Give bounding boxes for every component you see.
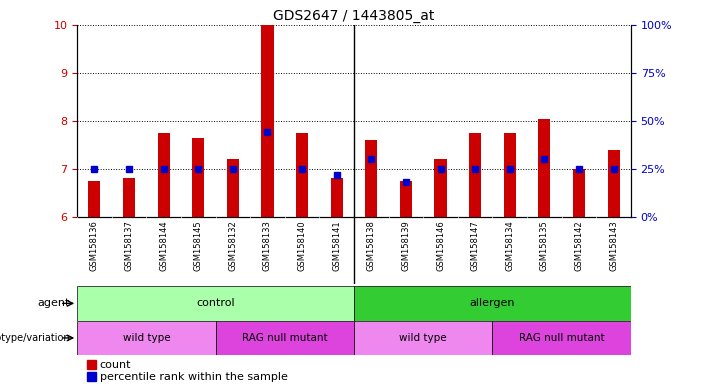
Bar xyxy=(261,25,273,217)
Bar xyxy=(573,169,585,217)
Bar xyxy=(88,360,96,369)
Bar xyxy=(296,133,308,217)
Text: GSM158135: GSM158135 xyxy=(540,220,549,271)
Bar xyxy=(400,181,412,217)
FancyBboxPatch shape xyxy=(492,321,631,355)
Text: GSM158145: GSM158145 xyxy=(193,220,203,271)
Text: GSM158138: GSM158138 xyxy=(367,220,376,271)
Title: GDS2647 / 1443805_at: GDS2647 / 1443805_at xyxy=(273,8,435,23)
Bar xyxy=(88,181,100,217)
Bar xyxy=(331,178,343,217)
FancyBboxPatch shape xyxy=(216,321,354,355)
Text: GSM158137: GSM158137 xyxy=(125,220,133,271)
Bar xyxy=(88,372,96,381)
Text: GSM158141: GSM158141 xyxy=(332,220,341,271)
Text: GSM158139: GSM158139 xyxy=(402,220,410,271)
FancyBboxPatch shape xyxy=(77,321,216,355)
Text: GSM158142: GSM158142 xyxy=(575,220,583,271)
Text: percentile rank within the sample: percentile rank within the sample xyxy=(100,372,287,382)
Bar xyxy=(608,150,620,217)
FancyBboxPatch shape xyxy=(77,286,354,321)
FancyBboxPatch shape xyxy=(354,286,631,321)
Bar xyxy=(192,138,204,217)
Text: RAG null mutant: RAG null mutant xyxy=(519,333,604,343)
Text: RAG null mutant: RAG null mutant xyxy=(242,333,327,343)
Text: GSM158132: GSM158132 xyxy=(229,220,238,271)
Bar xyxy=(227,159,239,217)
Bar xyxy=(365,140,377,217)
Text: GSM158143: GSM158143 xyxy=(609,220,618,271)
Text: GSM158136: GSM158136 xyxy=(90,220,99,271)
Text: count: count xyxy=(100,359,131,369)
FancyBboxPatch shape xyxy=(354,321,492,355)
Bar xyxy=(469,133,481,217)
Text: genotype/variation: genotype/variation xyxy=(0,333,70,343)
Text: GSM158144: GSM158144 xyxy=(159,220,168,271)
Text: GSM158133: GSM158133 xyxy=(263,220,272,271)
Text: GSM158147: GSM158147 xyxy=(470,220,479,271)
Text: wild type: wild type xyxy=(400,333,447,343)
Text: wild type: wild type xyxy=(123,333,170,343)
Text: control: control xyxy=(196,298,235,308)
Text: GSM158140: GSM158140 xyxy=(298,220,306,271)
Text: GSM158146: GSM158146 xyxy=(436,220,445,271)
Bar xyxy=(504,133,516,217)
Text: allergen: allergen xyxy=(470,298,515,308)
Bar xyxy=(538,119,550,217)
Bar xyxy=(123,178,135,217)
Bar xyxy=(435,159,447,217)
Text: agent: agent xyxy=(38,298,70,308)
Text: GSM158134: GSM158134 xyxy=(505,220,515,271)
Bar xyxy=(158,133,170,217)
